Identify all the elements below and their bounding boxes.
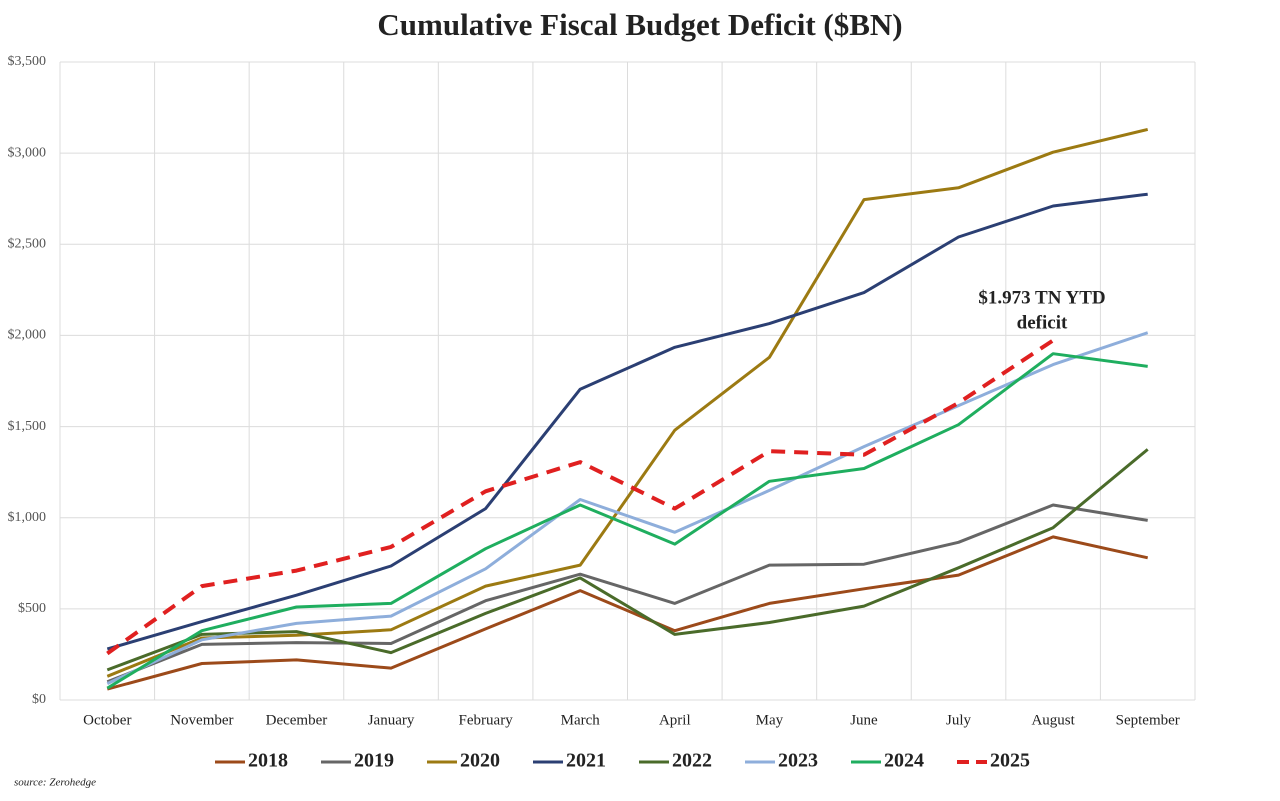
y-tick-label: $0 xyxy=(32,692,46,707)
legend-label: 2025 xyxy=(990,750,1030,772)
x-tick-label: March xyxy=(561,712,601,728)
y-tick-label: $1,500 xyxy=(8,419,47,434)
legend-label: 2024 xyxy=(884,750,924,772)
x-tick-label: July xyxy=(946,712,972,728)
legend-label: 2019 xyxy=(354,750,394,772)
x-tick-label: January xyxy=(368,712,415,728)
series-line xyxy=(106,503,1148,684)
x-tick-label: August xyxy=(1031,712,1075,728)
series-line xyxy=(106,331,1149,685)
x-tick-label: September xyxy=(1116,712,1180,728)
legend-label: 2018 xyxy=(248,750,288,772)
y-tick-label: $2,000 xyxy=(8,328,47,343)
series-line xyxy=(106,338,1055,656)
x-tick-label: May xyxy=(756,712,784,728)
x-tick-label: December xyxy=(266,712,328,728)
x-tick-label: November xyxy=(170,712,233,728)
y-tick-label: $1,000 xyxy=(8,510,47,525)
x-tick-label: April xyxy=(659,712,691,728)
y-tick-label: $500 xyxy=(18,601,46,616)
x-tick-label: February xyxy=(459,712,514,728)
legend-label: 2023 xyxy=(778,750,818,772)
series-line xyxy=(106,448,1149,672)
x-tick-label: October xyxy=(83,712,131,728)
series-line xyxy=(106,192,1148,651)
series-line xyxy=(106,535,1149,691)
y-tick-label: $3,000 xyxy=(8,145,47,160)
legend-label: 2021 xyxy=(566,750,606,772)
chart-title: Cumulative Fiscal Budget Deficit ($BN) xyxy=(377,7,902,42)
source-note: source: Zerohedge xyxy=(14,777,96,789)
series-line xyxy=(106,127,1149,678)
annotation: deficit xyxy=(1017,312,1068,333)
legend-label: 2022 xyxy=(672,750,712,772)
y-tick-label: $3,500 xyxy=(8,54,47,69)
y-tick-label: $2,500 xyxy=(8,237,47,252)
x-tick-label: June xyxy=(850,712,878,728)
legend-label: 2020 xyxy=(460,750,500,772)
annotation: $1.973 TN YTD xyxy=(978,287,1105,308)
series-line xyxy=(106,352,1148,690)
